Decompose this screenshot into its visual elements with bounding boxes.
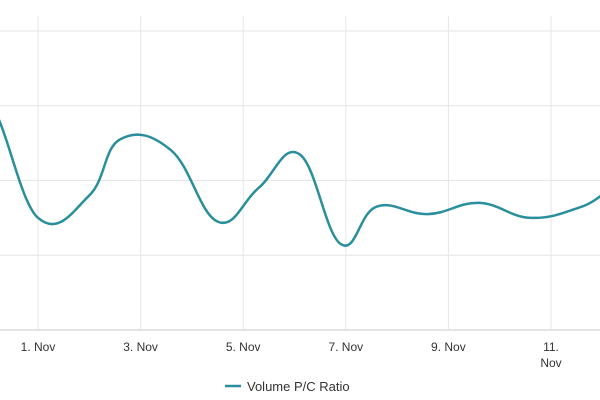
x-tick-label: 9. Nov xyxy=(431,340,466,354)
x-tick-label: 11. Nov xyxy=(540,340,561,370)
legend[interactable]: Volume P/C Ratio xyxy=(225,379,350,394)
series-layer xyxy=(0,54,600,247)
grid-layer xyxy=(0,16,600,331)
x-tick-label: 3. Nov xyxy=(123,340,158,354)
x-tick-label: 7. Nov xyxy=(328,340,363,354)
series-line-volume-pc-ratio[interactable] xyxy=(0,54,600,247)
legend-label-volume-pc-ratio[interactable]: Volume P/C Ratio xyxy=(247,379,350,394)
x-tick-label: 1. Nov xyxy=(21,340,56,354)
x-tick-label: 5. Nov xyxy=(226,340,261,354)
